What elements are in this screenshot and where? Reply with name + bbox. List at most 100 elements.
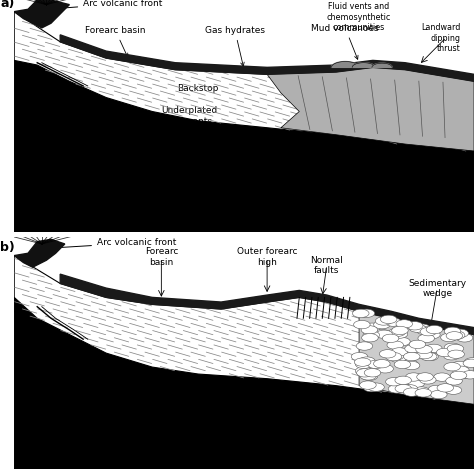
- Circle shape: [360, 372, 376, 380]
- Polygon shape: [14, 239, 65, 267]
- Polygon shape: [14, 297, 474, 404]
- Circle shape: [418, 334, 435, 343]
- Circle shape: [353, 309, 369, 318]
- Circle shape: [420, 328, 437, 336]
- Circle shape: [420, 352, 437, 361]
- Circle shape: [444, 363, 460, 371]
- Circle shape: [424, 330, 440, 339]
- Circle shape: [358, 309, 375, 318]
- Text: Normal
faults: Normal faults: [310, 255, 343, 275]
- Circle shape: [417, 327, 433, 335]
- Circle shape: [416, 345, 432, 354]
- Circle shape: [406, 321, 423, 330]
- Circle shape: [446, 332, 463, 340]
- Circle shape: [377, 365, 393, 373]
- Circle shape: [380, 315, 397, 324]
- Polygon shape: [60, 35, 474, 82]
- Polygon shape: [331, 62, 359, 67]
- Circle shape: [361, 326, 378, 334]
- Circle shape: [443, 352, 460, 360]
- Circle shape: [376, 330, 392, 338]
- Circle shape: [368, 383, 384, 392]
- Circle shape: [385, 353, 402, 361]
- Polygon shape: [14, 74, 474, 232]
- Circle shape: [396, 320, 412, 328]
- Circle shape: [422, 352, 438, 361]
- Circle shape: [359, 357, 375, 365]
- Circle shape: [413, 387, 430, 395]
- Circle shape: [416, 350, 432, 359]
- Circle shape: [360, 381, 376, 389]
- Polygon shape: [14, 12, 474, 151]
- Polygon shape: [352, 63, 375, 67]
- Circle shape: [428, 385, 445, 393]
- Polygon shape: [14, 60, 474, 163]
- Circle shape: [392, 326, 408, 335]
- Circle shape: [356, 369, 373, 377]
- Text: Outer forearc
high: Outer forearc high: [237, 247, 297, 267]
- Circle shape: [383, 334, 399, 343]
- Circle shape: [395, 376, 411, 384]
- Circle shape: [444, 343, 461, 352]
- Circle shape: [390, 354, 406, 363]
- Text: Mud volcanoes: Mud volcanoes: [311, 24, 379, 59]
- Circle shape: [389, 328, 405, 337]
- Circle shape: [441, 333, 457, 342]
- Circle shape: [391, 330, 408, 338]
- Text: Forearc
basin: Forearc basin: [145, 247, 178, 267]
- Text: Underplated
sediments: Underplated sediments: [161, 107, 217, 126]
- Circle shape: [361, 372, 378, 381]
- Polygon shape: [60, 274, 474, 335]
- Circle shape: [437, 383, 454, 392]
- Polygon shape: [372, 63, 392, 67]
- Polygon shape: [14, 0, 69, 28]
- Circle shape: [374, 329, 390, 338]
- Circle shape: [374, 360, 390, 368]
- Circle shape: [388, 385, 405, 393]
- Text: Gas hydrates: Gas hydrates: [205, 26, 265, 66]
- Circle shape: [405, 373, 422, 381]
- Circle shape: [351, 353, 368, 361]
- Circle shape: [401, 360, 418, 368]
- Circle shape: [354, 358, 371, 366]
- Circle shape: [446, 377, 462, 385]
- Circle shape: [465, 358, 474, 366]
- Circle shape: [448, 350, 465, 358]
- Circle shape: [356, 367, 372, 375]
- Circle shape: [401, 384, 418, 393]
- Circle shape: [430, 390, 447, 399]
- Circle shape: [412, 345, 429, 354]
- Circle shape: [403, 352, 420, 361]
- Circle shape: [363, 383, 380, 392]
- Circle shape: [426, 344, 442, 353]
- Circle shape: [379, 350, 396, 358]
- Circle shape: [417, 373, 433, 381]
- Circle shape: [453, 366, 469, 374]
- Circle shape: [452, 361, 468, 370]
- Circle shape: [368, 360, 384, 369]
- Circle shape: [391, 348, 408, 356]
- Circle shape: [419, 376, 436, 384]
- Circle shape: [405, 345, 421, 353]
- Circle shape: [364, 369, 381, 377]
- Circle shape: [395, 384, 411, 393]
- Text: Forearc basin: Forearc basin: [85, 26, 146, 57]
- Circle shape: [394, 337, 410, 346]
- Circle shape: [403, 361, 420, 370]
- Circle shape: [415, 347, 431, 356]
- Circle shape: [462, 371, 474, 379]
- Text: Frontally accreted
trench sediments: Frontally accreted trench sediments: [356, 88, 426, 107]
- Text: Sedimentary
wedge: Sedimentary wedge: [408, 279, 466, 298]
- Circle shape: [356, 342, 373, 350]
- Circle shape: [414, 324, 430, 332]
- Circle shape: [364, 323, 381, 331]
- Circle shape: [447, 345, 464, 353]
- Circle shape: [445, 386, 462, 394]
- Circle shape: [387, 352, 404, 360]
- Text: Landward
dipping
thrust: Landward dipping thrust: [421, 23, 460, 53]
- Circle shape: [408, 379, 425, 388]
- Circle shape: [456, 334, 473, 342]
- Circle shape: [455, 370, 472, 379]
- Text: b): b): [0, 241, 15, 254]
- Circle shape: [356, 360, 372, 368]
